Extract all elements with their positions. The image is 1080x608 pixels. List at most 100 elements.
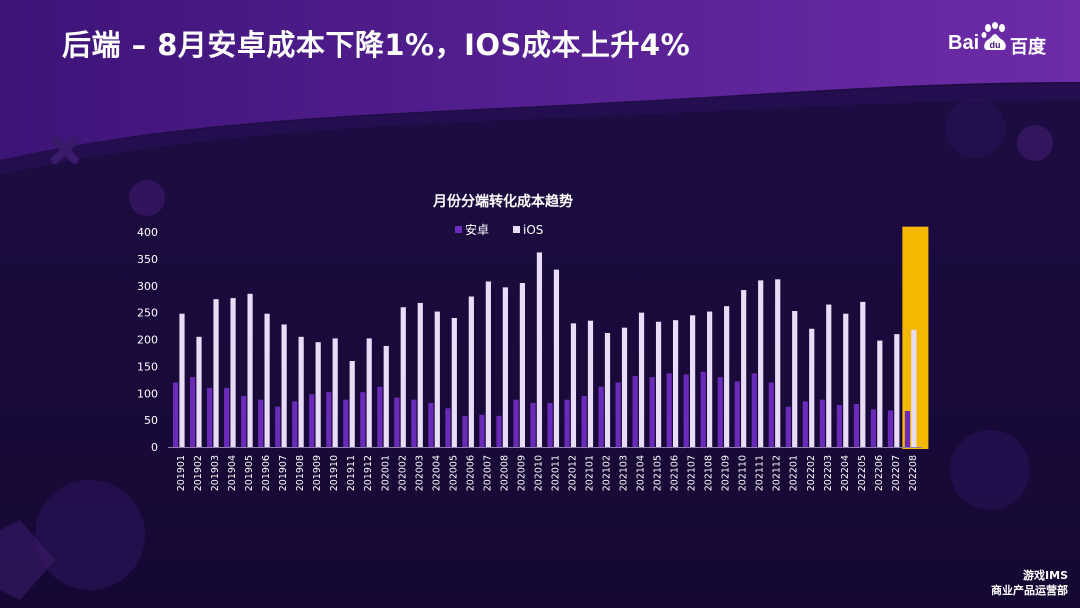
bar-ios — [400, 307, 406, 447]
x-tick-label: 202207 — [891, 455, 902, 491]
bar-android — [768, 382, 774, 447]
bar-ios — [213, 299, 219, 447]
bar-ios — [196, 336, 202, 447]
bar-android — [836, 405, 842, 447]
bar-ios — [911, 329, 917, 447]
y-tick-label: 200 — [137, 334, 158, 347]
legend-label-ios: iOS — [523, 223, 543, 237]
x-tick-label: 202111 — [755, 455, 766, 491]
x-tick-label: 201911 — [346, 455, 357, 491]
bar-ios — [485, 281, 491, 447]
bar-ios — [281, 324, 287, 447]
bar-android — [581, 395, 587, 447]
x-tick-label: 202008 — [499, 455, 510, 491]
x-tick-label: 202203 — [823, 455, 834, 491]
x-tick-label: 202007 — [482, 455, 493, 491]
x-tick-label: 202102 — [602, 455, 613, 491]
bar-android — [870, 409, 877, 447]
bar-android — [326, 392, 332, 447]
x-tick-label: 202011 — [550, 455, 561, 491]
x-tick-label: 202110 — [738, 455, 749, 491]
x-tick-label: 202001 — [380, 455, 391, 491]
x-tick-label: 202010 — [533, 455, 544, 491]
x-tick-label: 202112 — [772, 455, 783, 491]
bar-android — [632, 376, 638, 447]
bar-android — [513, 399, 519, 447]
bar-android — [751, 373, 757, 447]
bar-ios — [758, 280, 764, 447]
bar-ios — [434, 311, 440, 447]
x-tick-label: 202201 — [789, 455, 800, 491]
bar-android — [717, 377, 723, 447]
bar-android — [360, 392, 366, 447]
bar-ios — [690, 315, 696, 447]
bar-android — [564, 399, 570, 447]
bar-android — [802, 401, 808, 447]
bar-ios — [604, 333, 611, 447]
logo-text-en: Bai — [948, 32, 980, 54]
bar-android — [734, 381, 740, 447]
x-tick-label: 202101 — [584, 455, 595, 491]
x-tick-label: 202105 — [653, 455, 664, 491]
bar-ios — [298, 336, 304, 447]
bar-ios — [468, 296, 474, 447]
bar-ios — [655, 321, 662, 447]
bar-ios — [587, 320, 594, 447]
bar-ios — [724, 306, 730, 447]
x-tick-label: 202204 — [840, 455, 851, 491]
bar-ios — [707, 311, 713, 447]
x-tick-label: 202109 — [721, 455, 732, 491]
x-tick-label: 201901 — [176, 455, 187, 491]
x-tick-label: 201906 — [261, 455, 272, 491]
bar-android — [224, 387, 230, 447]
bar-ios — [366, 338, 372, 447]
bar-ios — [383, 345, 389, 447]
bar-ios — [843, 313, 849, 447]
bar-ios — [741, 290, 747, 447]
svg-text:du: du — [990, 40, 1001, 50]
x-tick-label: 202208 — [908, 455, 919, 491]
footer-line-2: 商业产品运营部 — [991, 584, 1068, 597]
bar-ios — [775, 279, 781, 447]
bar-ios — [349, 361, 355, 447]
bar-ios — [179, 313, 185, 447]
bar-ios — [860, 301, 866, 447]
y-tick-label: 350 — [137, 253, 158, 266]
legend-label-android: 安卓 — [465, 222, 489, 237]
bar-ios — [332, 338, 338, 447]
bar-ios — [826, 304, 832, 447]
x-tick-label: 202012 — [567, 455, 578, 491]
bar-ios — [621, 327, 628, 447]
bar-ios — [519, 283, 525, 447]
legend-swatch-android — [455, 226, 462, 233]
x-tick-label: 202106 — [670, 455, 681, 491]
bar-android — [530, 402, 536, 447]
y-tick-label: 0 — [151, 441, 158, 454]
x-tick-label: 201908 — [295, 455, 306, 491]
bar-android — [683, 374, 689, 447]
bar-android — [445, 408, 451, 447]
x-tick-label: 202202 — [806, 455, 817, 491]
y-tick-label: 250 — [137, 307, 158, 320]
footer: 游戏IMS 商业产品运营部 — [991, 568, 1068, 598]
bar-ios — [417, 302, 423, 447]
logo-text-cn: 百度 — [1010, 37, 1046, 58]
bar-android — [853, 404, 859, 447]
chart-title: 月份分端转化成本趋势 — [432, 193, 573, 210]
bar-android — [649, 377, 655, 447]
x-tick-label: 202205 — [857, 455, 868, 491]
y-tick-label: 400 — [137, 226, 158, 239]
x-tick-label: 202103 — [619, 455, 630, 491]
bar-ios — [553, 269, 560, 447]
bar-ios — [230, 298, 236, 447]
bar-ios — [672, 320, 679, 447]
legend-swatch-ios — [513, 226, 520, 233]
bar-android — [547, 402, 553, 447]
footer-line-1: 游戏IMS — [1023, 569, 1068, 582]
bar-android — [275, 406, 281, 447]
bar-android — [343, 399, 349, 447]
x-tick-label: 201910 — [329, 455, 340, 491]
bar-android — [190, 377, 196, 447]
x-tick-label: 202006 — [465, 455, 476, 491]
